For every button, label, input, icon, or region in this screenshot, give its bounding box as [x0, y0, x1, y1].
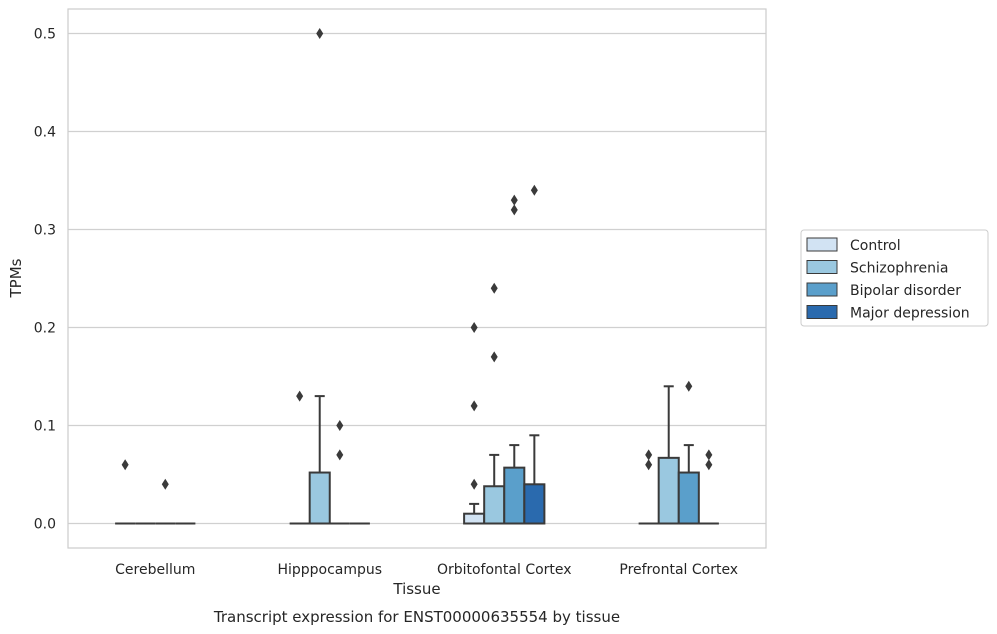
- box-group: [308, 28, 331, 525]
- box-group: [463, 322, 486, 525]
- box-rect: [657, 456, 680, 525]
- outlier-point: [336, 420, 344, 431]
- legend-label: Schizophrenia: [850, 261, 948, 277]
- x-tick-labels: Cerebellum Hipppocampus Orbitofontal Corte…: [115, 562, 738, 578]
- outlier-point: [316, 28, 324, 39]
- figure-caption: Transcript expression for ENST0000063555…: [213, 608, 620, 626]
- box-group: [638, 449, 659, 525]
- outlier-point: [336, 449, 344, 461]
- outlier-point: [470, 400, 478, 412]
- y-tick-label: 0.4: [34, 125, 56, 141]
- box-marks: [115, 28, 719, 525]
- outlier-point: [296, 390, 304, 402]
- box-rect: [503, 466, 526, 525]
- outlier-point: [121, 459, 129, 471]
- legend-swatch: [806, 237, 838, 252]
- x-tick-label: Cerebellum: [115, 562, 195, 578]
- outlier-point: [645, 449, 653, 461]
- x-tick-label: Prefrontal Cortex: [619, 562, 738, 578]
- x-axis-title: Tissue: [392, 580, 440, 598]
- box-rect: [677, 471, 700, 525]
- outlier-point: [510, 204, 518, 216]
- legend-frame: [800, 229, 989, 327]
- box-group: [503, 194, 526, 525]
- box-group: [523, 184, 546, 525]
- legend-label: Bipolar disorder: [850, 283, 961, 299]
- box-rect: [523, 483, 546, 525]
- legend-swatch: [806, 260, 838, 274]
- x-tick-label: Orbitofontal Cortex: [437, 562, 572, 578]
- outlier-point: [470, 478, 478, 490]
- outlier-point: [645, 459, 653, 471]
- y-tick-label: 0.5: [34, 27, 56, 43]
- box-group: [329, 420, 350, 525]
- legend: Control Schizophrenia Bipolar disorder Majo…: [800, 229, 989, 327]
- outlier-point: [470, 322, 478, 333]
- legend-label: Major depression: [850, 306, 970, 322]
- legend-swatch: [806, 305, 838, 319]
- legend-swatch: [806, 282, 838, 297]
- y-tick-label: 0.3: [34, 223, 56, 239]
- outlier-point: [510, 194, 518, 206]
- outlier-point: [705, 459, 713, 471]
- legend-label: Control: [850, 238, 901, 254]
- plot-frame: [67, 8, 767, 549]
- box-rect: [463, 512, 486, 525]
- y-tick-label: 0.2: [34, 321, 56, 337]
- box-group: [698, 449, 719, 525]
- y-axis-title: TPMs: [7, 258, 25, 298]
- box-group: [155, 478, 176, 525]
- box-group: [677, 380, 700, 525]
- y-tick-label: 0.0: [34, 517, 56, 533]
- outlier-point: [530, 184, 538, 196]
- outlier-point: [490, 282, 498, 294]
- outlier-point: [685, 380, 693, 392]
- y-tick-label: 0.1: [34, 419, 56, 435]
- outlier-point: [490, 351, 498, 363]
- y-tick-labels: 0.0 0.1 0.2 0.3 0.4 0.5: [34, 27, 56, 533]
- outlier-point: [161, 478, 169, 490]
- x-tick-label: Hipppocampus: [277, 562, 382, 578]
- box-rect: [308, 471, 331, 525]
- box-group: [289, 390, 310, 525]
- outlier-point: [705, 449, 713, 461]
- box-group: [115, 459, 136, 525]
- box-rect: [483, 485, 506, 525]
